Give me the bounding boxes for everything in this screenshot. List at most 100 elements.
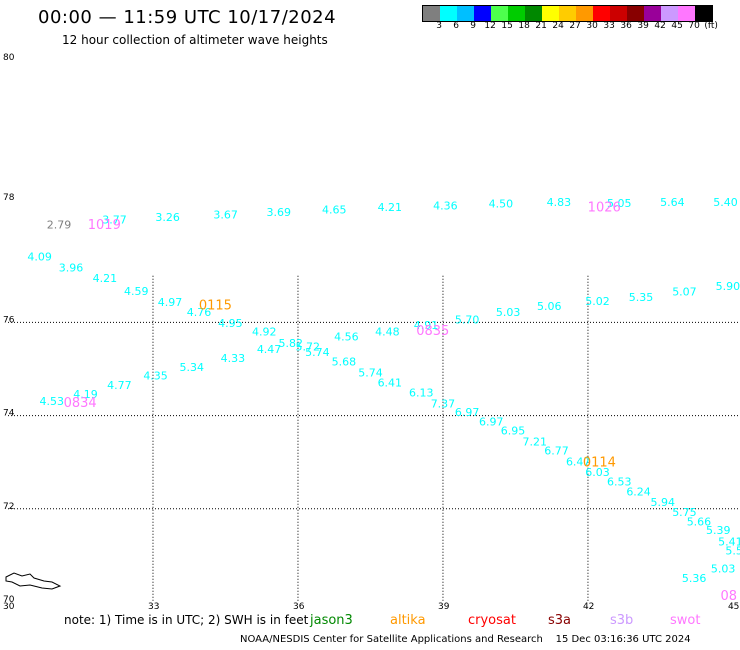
wave-height-value: 4.36 xyxy=(433,199,458,212)
wave-height-value: 4.21 xyxy=(93,272,118,285)
wave-height-value: 3.26 xyxy=(155,211,180,224)
map-labels: 30 33 36 39 42 45 80 78 76 74 72 70 xyxy=(3,53,739,612)
wave-height-value: 5.68 xyxy=(332,355,357,368)
wave-height-value: 6.53 xyxy=(607,476,632,489)
colorbar-label: (ft) xyxy=(704,21,718,31)
colorbar-swatch xyxy=(627,6,644,21)
longitude-tick-label: 42 xyxy=(583,602,594,612)
colorbar-label: 21 xyxy=(535,21,547,31)
longitude-tick-label: 45 xyxy=(728,602,739,612)
wave-height-value: 5.75 xyxy=(672,506,697,519)
wave-height-value: 5.72 xyxy=(295,341,320,354)
colorbar-label: 36 xyxy=(620,21,632,31)
colorbar-label: 6 xyxy=(453,21,460,31)
wave-height-value: 4.21 xyxy=(378,201,403,214)
colorbar-label: 39 xyxy=(637,21,649,31)
colorbar-label: 45 xyxy=(671,21,683,31)
wave-height-value: 5.41 xyxy=(718,536,740,549)
wave-height-value: 5.36 xyxy=(682,572,707,585)
wave-height-value: 5.70 xyxy=(455,313,480,326)
wave-height-value: 5.66 xyxy=(687,515,712,528)
wave-height-value: 6.13 xyxy=(409,387,434,400)
wave-height-value: 4.48 xyxy=(375,326,400,339)
wave-height-value: 7.37 xyxy=(431,397,456,410)
pass-time-label: 0834 xyxy=(64,396,97,411)
colorbar-label: 9 xyxy=(470,21,477,31)
footer-credit: NOAA/NESDIS Center for Satellite Applica… xyxy=(240,634,543,645)
wave-height-value: 6.97 xyxy=(455,406,480,419)
colorbar-label: 18 xyxy=(518,21,530,31)
wave-height-value: 5.06 xyxy=(537,300,562,313)
wave-height-value: 6.03 xyxy=(585,466,610,479)
colorbar-swatch xyxy=(542,6,559,21)
latitude-tick-label: 78 xyxy=(3,193,15,203)
wave-height-value: 4.59 xyxy=(124,285,148,298)
wave-height-value: 4.09 xyxy=(27,250,52,263)
colorbar-label: 15 xyxy=(501,21,513,31)
wave-height-value: 5.94 xyxy=(650,496,675,509)
wave-height-value: 4.97 xyxy=(158,296,183,309)
map-title: 00:00 — 11:59 UTC 10/17/2024 xyxy=(38,7,337,28)
wave-height-value: 5.03 xyxy=(711,562,736,575)
colorbar-label: 27 xyxy=(569,21,581,31)
latitude-tick-label: 80 xyxy=(3,53,15,63)
colorbar-swatch xyxy=(491,6,508,21)
colorbar-label: 33 xyxy=(603,21,615,31)
longitude-tick-label: 33 xyxy=(148,602,159,612)
latitude-tick-label: 74 xyxy=(3,409,15,419)
longitude-tick-label: 39 xyxy=(438,602,450,612)
coastline-island xyxy=(5,572,62,590)
pass-time-label: 0114 xyxy=(583,455,616,470)
longitude-tick-label: 36 xyxy=(293,602,305,612)
satellite-legend-swot: swot xyxy=(670,613,701,628)
colorbar-swatch xyxy=(610,6,627,21)
colorbar-label: 3 xyxy=(436,21,443,31)
wave-height-value: 4.76 xyxy=(187,306,212,319)
colorbar-label: 24 xyxy=(552,21,564,31)
colorbar-swatch xyxy=(423,6,440,21)
wave-height-value: 4.56 xyxy=(334,331,359,344)
wave-height-value: 4.83 xyxy=(547,196,572,209)
wave-height-value: 5.64 xyxy=(660,196,685,209)
wave-height-value: 4.33 xyxy=(221,352,246,365)
colorbar-label: 70 xyxy=(688,21,700,31)
wave-height-labels: 2.79 3.77 3.26 3.67 3.69 4.65 4.21 4.36 4.50 4.83… xyxy=(27,196,740,585)
colorbar-swatch xyxy=(474,6,491,21)
wave-height-value: 5.40 xyxy=(713,196,738,209)
wave-height-value: 5.07 xyxy=(672,286,697,299)
wave-height-value: 6.24 xyxy=(626,486,651,499)
colorbar-swatch xyxy=(508,6,525,21)
wave-height-value: 4.35 xyxy=(143,369,168,382)
wave-height-value: 6.41 xyxy=(378,377,403,390)
pass-time-label: 1019 xyxy=(88,218,121,233)
wave-height-value: 4.47 xyxy=(257,343,282,356)
wave-height-value: 4.53 xyxy=(39,395,64,408)
latitude-tick-label: 70 xyxy=(3,595,15,605)
legend-note: note: 1) Time is in UTC; 2) SWH is in fe… xyxy=(64,613,309,627)
wave-height-value: 4.92 xyxy=(252,326,276,339)
colorbar-swatch xyxy=(440,6,457,21)
footer-timestamp: 15 Dec 03:16:36 UTC 2024 xyxy=(555,634,691,645)
satellite-legend-altika: altika xyxy=(390,613,426,628)
wave-height-value: 6.77 xyxy=(544,444,569,457)
colorbar-label: 42 xyxy=(654,21,666,31)
wave-height-value: 5.74 xyxy=(305,346,330,359)
wave-height-value: 5.74 xyxy=(358,366,383,379)
satellite-legend-cryosat: cryosat xyxy=(468,613,516,628)
wave-height-value: 3.67 xyxy=(213,208,238,221)
colorbar-label: 12 xyxy=(484,21,496,31)
pass-time-label: 1026 xyxy=(588,200,621,215)
colorbar-swatch xyxy=(525,6,542,21)
wave-height-value: 7.21 xyxy=(522,436,547,449)
colorbar-swatch xyxy=(661,6,678,21)
wave-height-value: 3.77 xyxy=(102,213,127,226)
latitude-tick-label: 76 xyxy=(3,315,15,325)
map-grid xyxy=(8,275,740,602)
wave-height-value: 5.02 xyxy=(585,295,610,308)
wave-height-value: 5.34 xyxy=(180,361,205,374)
map-subtitle: 12 hour collection of altimeter wave hei… xyxy=(62,33,328,47)
wave-height-value: 4.65 xyxy=(322,203,347,216)
wave-height-value: 4.19 xyxy=(73,388,98,401)
wave-height-colorbar xyxy=(422,5,713,22)
